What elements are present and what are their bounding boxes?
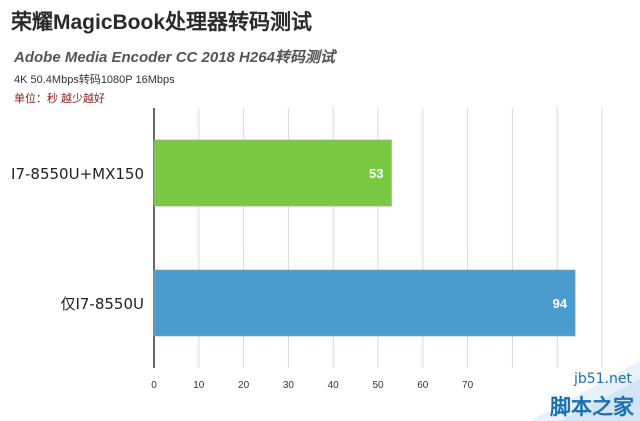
watermark: jb51.net 脚本之家: [500, 361, 640, 421]
labels: 0 10 20 30 40 50 60 70 53 I7-8550U+MX150 94 仅I7-855…: [11, 165, 568, 391]
x-tick-label: 0: [151, 380, 157, 391]
watermark-banner-icon: [530, 361, 640, 421]
bar-value-label: 53: [369, 166, 383, 181]
category-label: 仅I7-8550U: [60, 295, 144, 313]
x-tick-label: 10: [193, 380, 205, 391]
x-tick-label: 20: [238, 380, 250, 391]
bars: [153, 139, 576, 337]
category-label: I7-8550U+MX150: [11, 165, 144, 183]
x-tick-label: 30: [283, 380, 295, 391]
bar: [153, 139, 392, 207]
test-description: 4K 50.4Mbps转码1080P 16Mbps: [14, 74, 175, 86]
x-tick-label: 40: [328, 380, 340, 391]
bar: [153, 269, 576, 337]
watermark-url: jb51.net: [573, 371, 632, 387]
x-tick-label: 60: [417, 380, 429, 391]
watermark-name: 脚本之家: [550, 395, 634, 419]
x-tick-label: 50: [372, 380, 384, 391]
x-tick-label: 70: [462, 380, 474, 391]
unit-note: 单位：秒 越少越好: [14, 93, 106, 105]
bar-value-label: 94: [553, 296, 568, 311]
chart-subtitle: Adobe Media Encoder CC 2018 H264转码测试: [14, 49, 335, 66]
chart-title: 荣耀MagicBook处理器转码测试: [11, 11, 313, 34]
